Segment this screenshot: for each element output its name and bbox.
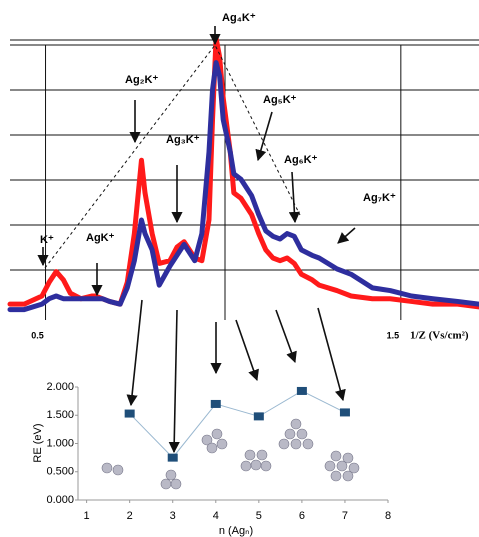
annotation: K⁺ (40, 234, 54, 246)
series-line (10, 63, 479, 310)
grid (10, 40, 479, 320)
y-tick-label: 1.500 (46, 409, 74, 421)
x-tick-label: 8 (385, 510, 391, 522)
x-tick-label: 6 (299, 510, 305, 522)
x-tick-label: 0.5 (31, 330, 44, 340)
annotation: Ag₄K⁺ (222, 12, 256, 24)
x-axis-label: 1/Z (Vs/cm²) (410, 330, 469, 342)
figure: 0.5 1.5 Ag₄K⁺ Ag₂K⁺ Ag₃K⁺ Ag₅K⁺ Ag₆K⁺ Ag₇… (0, 0, 479, 537)
peak-to-point-arrows (131, 300, 343, 452)
cluster-icons (102, 419, 359, 489)
annotation: Ag₅K⁺ (263, 94, 297, 106)
point (254, 412, 264, 420)
x-tick-label: 5 (256, 510, 262, 522)
point (211, 400, 221, 408)
point (125, 410, 135, 418)
annotation: Ag₂K⁺ (125, 74, 158, 86)
annotation: Ag₃K⁺ (166, 134, 200, 146)
point (168, 454, 178, 462)
x-tick-label: 7 (342, 510, 348, 522)
x-tick-label: 2 (127, 510, 133, 522)
x-tick-label: 4 (213, 510, 219, 522)
spectrum: 0.5 1.5 (10, 38, 479, 340)
x-axis-label: n (Agₙ) (219, 525, 253, 537)
x-tick-label: 1.5 (387, 330, 400, 340)
y-tick-label: 2.000 (46, 381, 74, 393)
series-line (10, 38, 479, 307)
connector-line (130, 391, 345, 458)
y-tick-label: 0.000 (46, 494, 74, 506)
annotation: Ag₆K⁺ (284, 154, 318, 166)
y-axis-label: RE (eV) (32, 423, 44, 462)
y-tick-label: 0.500 (46, 466, 74, 478)
point (340, 408, 350, 416)
annotation: AgK⁺ (86, 232, 115, 244)
annotation: Ag₇K⁺ (363, 192, 396, 204)
y-tick-label: 1.000 (46, 437, 74, 449)
inset-chart: n (Agₙ) RE (eV) 0.000 0.500 1.000 1.500 2.00… (32, 381, 391, 537)
point (297, 387, 307, 395)
x-tick-label: 1 (84, 510, 90, 522)
x-tick-label: 3 (170, 510, 176, 522)
